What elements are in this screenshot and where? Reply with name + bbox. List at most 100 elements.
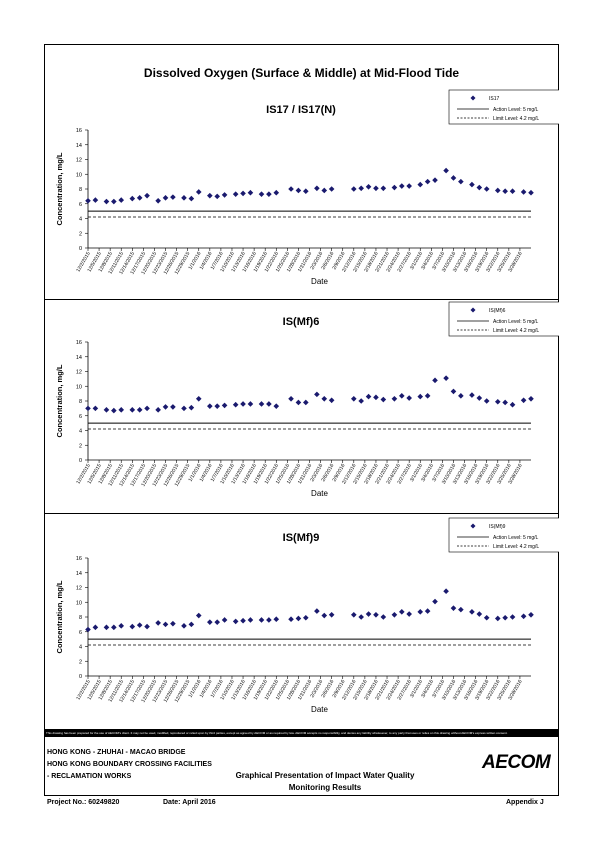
data-point [221,402,228,409]
data-point [432,377,438,384]
data-point [476,395,483,401]
data-point [103,624,110,631]
data-point [118,407,125,413]
data-point [111,407,117,414]
data-point [314,391,320,398]
data-point [351,395,357,402]
legend-box [448,89,559,125]
data-point [358,398,364,404]
data-point [328,186,335,192]
data-point [351,186,357,192]
data-point [155,620,161,626]
data-point [92,405,99,412]
data-point [417,393,424,400]
data-point [207,619,213,625]
data-point [118,623,125,629]
data-point [266,401,272,407]
data-point [266,617,272,623]
data-point [450,175,457,181]
legend-label: Action Level: 5 mg/L [493,107,539,113]
data-point [162,195,169,201]
y-tick-label: 14 [76,571,82,577]
data-point [195,612,202,619]
data-point [314,185,320,192]
data-point [195,395,202,402]
data-point [181,623,187,629]
y-tick-label: 2 [79,443,82,449]
data-point [458,178,464,185]
data-point [111,624,117,631]
y-tick-label: 0 [79,458,82,464]
data-point [103,407,110,413]
data-point [273,403,280,409]
data-point [118,197,125,203]
data-point [406,395,412,401]
data-point [509,188,516,195]
data-point [288,616,294,623]
data-point [162,404,169,410]
data-point [288,186,294,192]
data-point [321,395,328,402]
data-point [303,188,309,195]
y-tick-label: 4 [79,429,82,435]
data-point [520,397,527,404]
data-point [502,399,508,406]
chart-title: IS(Mf)9 [283,532,320,544]
data-point [214,619,221,625]
data-point [295,187,302,194]
data-point [170,620,176,627]
data-point [406,611,412,617]
data-point [450,388,457,395]
data-point [188,195,195,202]
data-point [232,401,239,408]
data-point [494,615,501,622]
legend-diamond-marker [470,307,476,313]
data-point [162,621,169,628]
main-title: Dissolved Oxygen (Surface & Middle) at M… [143,66,460,80]
data-point [273,189,280,196]
data-point [321,612,328,619]
data-point [295,615,302,622]
data-point [398,609,405,615]
disclaimer-bar: This drawing has been prepared for the u… [44,729,559,737]
data-point [321,187,328,194]
data-point [458,393,464,399]
data-point [528,611,534,618]
data-point [288,395,294,402]
data-point [443,588,449,594]
y-tick-label: 10 [76,172,82,178]
data-point [303,614,309,621]
y-tick-label: 12 [76,370,82,376]
data-point [85,198,91,204]
y-axis-label: Concentration, mg/L [55,364,64,437]
legend-label: Limit Level: 4.2 mg/L [493,544,539,550]
data-point [170,194,176,200]
data-point [258,617,265,623]
data-point [136,622,143,628]
y-tick-label: 6 [79,630,82,636]
data-point [170,404,176,410]
data-point [314,608,320,614]
data-point [373,394,379,401]
data-point [214,403,221,409]
data-point [129,407,136,413]
y-tick-label: 14 [76,355,82,361]
page-frame [44,44,559,796]
data-point [240,401,246,407]
legend-box [448,517,559,553]
data-point [509,401,516,408]
document-title-line-1: Graphical Presentation of Impact Water Q… [235,771,415,780]
data-point [358,614,364,620]
data-point [391,184,398,191]
data-series [85,375,534,414]
data-point [528,189,534,196]
data-point [483,398,490,404]
legend-label: IS(Mf)6 [489,308,506,314]
data-point [502,188,508,195]
y-tick-label: 8 [79,399,82,405]
data-point [144,405,150,412]
y-axis-label: Concentration, mg/L [55,580,64,653]
data-point [247,401,254,407]
legend-label: Limit Level: 4.2 mg/L [493,116,539,122]
data-point [476,184,483,191]
